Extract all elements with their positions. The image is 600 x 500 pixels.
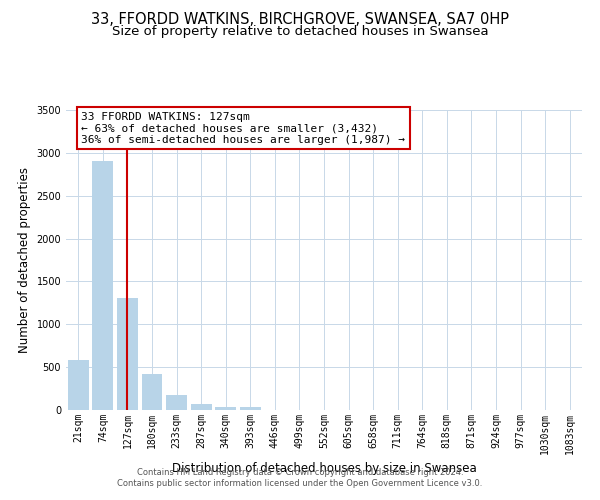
Bar [68, 360, 89, 410]
Text: 33, FFORDD WATKINS, BIRCHGROVE, SWANSEA, SA7 0HP: 33, FFORDD WATKINS, BIRCHGROVE, SWANSEA,… [91, 12, 509, 28]
Bar [240, 406, 261, 410]
Bar [92, 162, 113, 410]
Text: 33 FFORDD WATKINS: 127sqm
← 63% of detached houses are smaller (3,432)
36% of se: 33 FFORDD WATKINS: 127sqm ← 63% of detac… [82, 112, 406, 144]
Text: Contains HM Land Registry data © Crown copyright and database right 2024.
Contai: Contains HM Land Registry data © Crown c… [118, 468, 482, 487]
Bar [117, 298, 138, 410]
Y-axis label: Number of detached properties: Number of detached properties [18, 167, 31, 353]
Bar [142, 374, 163, 410]
Bar [215, 406, 236, 410]
Bar [166, 396, 187, 410]
X-axis label: Distribution of detached houses by size in Swansea: Distribution of detached houses by size … [172, 462, 476, 475]
Bar [191, 404, 212, 410]
Text: Size of property relative to detached houses in Swansea: Size of property relative to detached ho… [112, 25, 488, 38]
